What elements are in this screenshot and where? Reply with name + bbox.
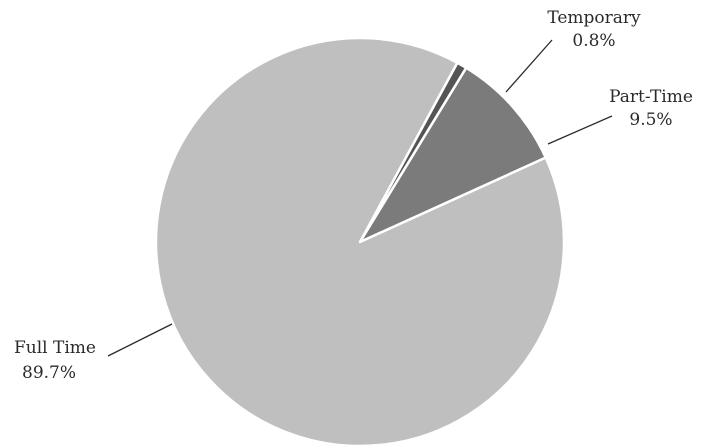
pie-slices <box>154 36 566 447</box>
slice-value-part-time: 9.5% <box>629 110 672 130</box>
pie-slice-part-time <box>358 66 547 244</box>
slice-value-temporary: 0.8% <box>572 31 615 51</box>
slice-label-temporary: Temporary <box>547 8 641 28</box>
slice-label-full-time: Full Time <box>14 338 96 358</box>
slice-label-part-time: Part-Time <box>609 87 693 107</box>
leader-line-part-time <box>547 115 613 145</box>
leader-line-full-time <box>107 323 173 357</box>
leader-line-temporary <box>505 39 553 93</box>
pie-slice-full-time <box>154 36 566 447</box>
slice-value-full-time: 89.7% <box>22 363 76 383</box>
pie-labels: Temporary 0.8% Part-Time 9.5% Full Time … <box>14 8 693 383</box>
